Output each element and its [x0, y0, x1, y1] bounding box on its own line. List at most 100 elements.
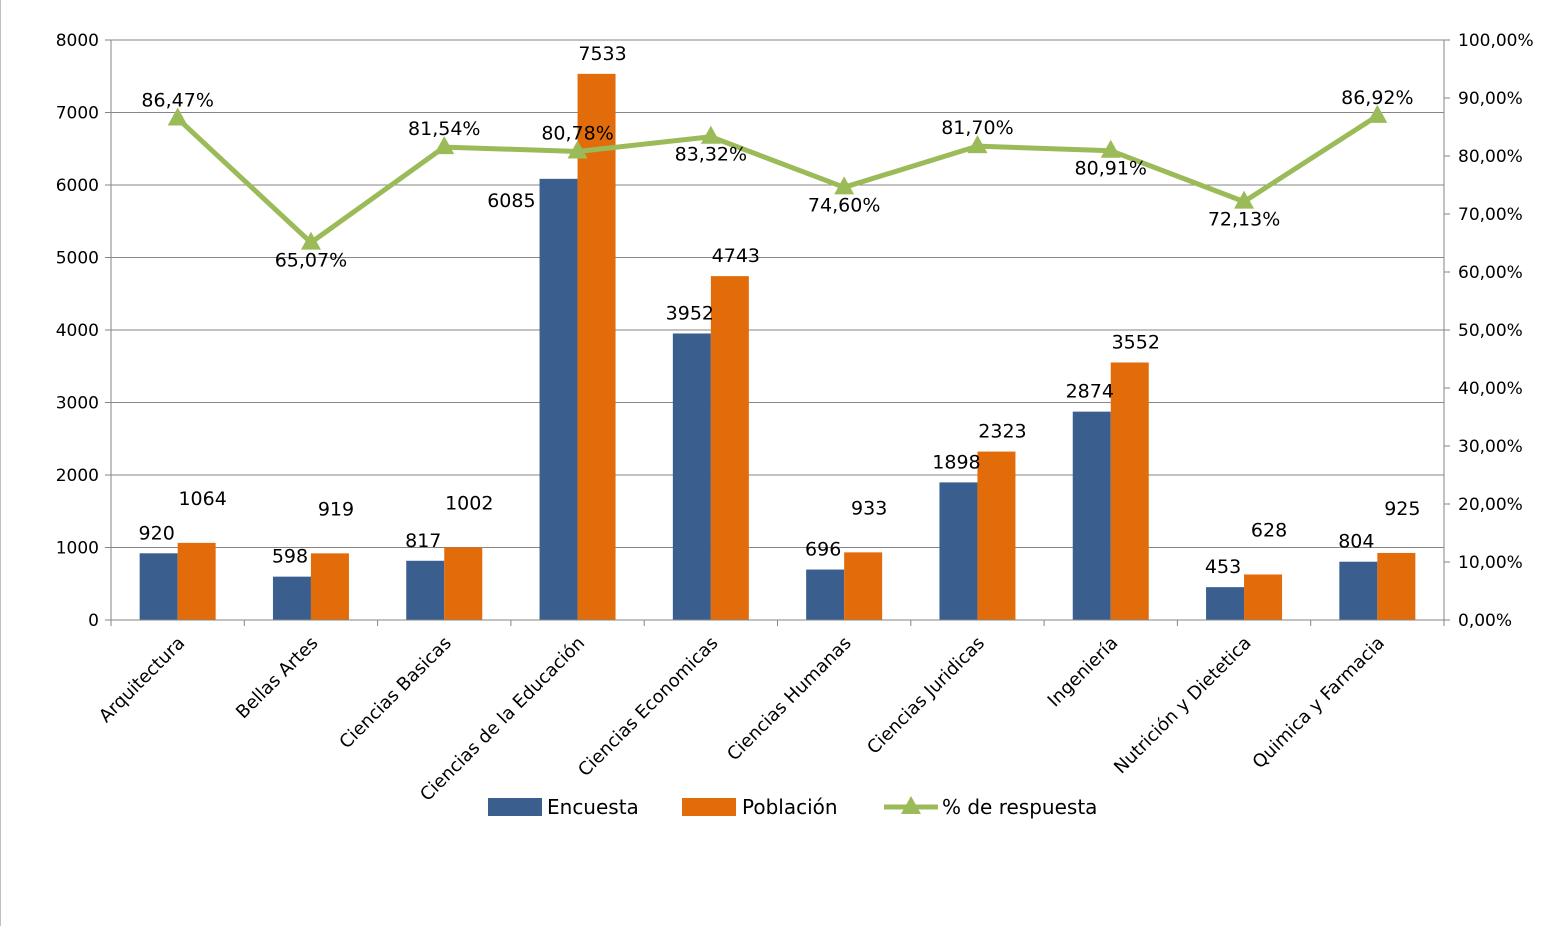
right-axis-tick-label: 70,00%	[1458, 205, 1523, 225]
bar-encuesta	[806, 569, 845, 620]
data-label-respuesta: 65,07%	[275, 250, 347, 272]
data-label-respuesta: 81,54%	[408, 118, 480, 140]
data-label-encuesta: 804	[1338, 531, 1374, 553]
legend-swatch-encuesta	[488, 798, 542, 816]
bar-poblacion	[444, 547, 483, 620]
left-axis-tick-label: 7000	[56, 104, 99, 124]
bar-poblacion	[977, 451, 1016, 620]
category-label: Bellas Artes	[232, 633, 322, 723]
bar-encuesta	[1206, 587, 1245, 620]
right-axis-tick-label: 90,00%	[1458, 89, 1523, 109]
axes: 0 1000 2000 3000 4000 5000 6000 7000 8000 0,00% 10…	[56, 31, 1534, 806]
data-label-encuesta: 817	[405, 530, 441, 552]
marker-respuesta	[567, 140, 588, 159]
marker-respuesta	[1234, 190, 1255, 209]
legend-label-encuesta: Encuesta	[547, 795, 639, 819]
bar-encuesta	[1072, 411, 1111, 620]
bar-poblacion	[177, 542, 216, 620]
marker-respuesta	[967, 135, 988, 154]
legend-swatch-poblacion	[682, 798, 736, 816]
data-label-respuesta: 86,92%	[1341, 87, 1413, 109]
legend-marker-respuesta	[901, 796, 921, 814]
marker-respuesta	[834, 176, 855, 195]
category-label: Ciencias Economicas	[574, 633, 722, 781]
data-label-encuesta: 453	[1205, 556, 1241, 578]
marker-respuesta	[300, 231, 321, 250]
left-axis-tick-label: 3000	[56, 394, 99, 414]
category-label: Ingeniería	[1044, 633, 1123, 712]
right-axis-tick-label: 0,00%	[1458, 611, 1512, 631]
left-axis-tick-label: 2000	[56, 466, 99, 486]
bar-poblacion	[1244, 574, 1283, 620]
data-label-respuesta: 80,91%	[1075, 158, 1147, 180]
data-label-respuesta: 81,70%	[941, 117, 1013, 139]
category-label: Nutrición y Dietetica	[1110, 633, 1256, 779]
data-label-poblacion: 919	[318, 498, 354, 520]
data-label-encuesta: 696	[805, 539, 841, 561]
category-label: Arquitectura	[95, 633, 189, 727]
legend: Encuesta Población % de respuesta	[488, 795, 1097, 819]
marker-respuesta	[167, 107, 188, 126]
left-axis-tick-label: 5000	[56, 249, 99, 269]
right-axis-tick-label: 60,00%	[1458, 263, 1523, 283]
bar-poblacion	[1377, 552, 1416, 620]
line-respuesta	[175, 113, 1379, 246]
bar-poblacion	[310, 553, 349, 620]
data-label-poblacion: 1064	[178, 488, 226, 510]
bar-encuesta	[406, 560, 445, 620]
data-label-poblacion: 2323	[978, 421, 1026, 443]
data-label-encuesta: 598	[272, 546, 308, 568]
bar-poblacion	[577, 73, 616, 621]
data-label-poblacion: 925	[1384, 498, 1420, 520]
right-axis-tick-label: 80,00%	[1458, 147, 1523, 167]
gridlines	[111, 39, 1444, 548]
bar-encuesta	[939, 482, 978, 620]
data-label-respuesta: 86,47%	[141, 89, 213, 111]
category-label: Ciencias Juridicas	[863, 633, 989, 759]
left-axis-tick-label: 1000	[56, 539, 99, 559]
right-axis-tick-label: 30,00%	[1458, 437, 1523, 457]
data-label-poblacion: 628	[1251, 519, 1287, 541]
legend-label-poblacion: Población	[742, 795, 838, 819]
data-label-encuesta: 3952	[666, 302, 714, 324]
left-axis-tick-label: 4000	[56, 321, 99, 341]
right-axis-tick-label: 20,00%	[1458, 495, 1523, 515]
bar-poblacion	[1110, 362, 1149, 620]
marker-respuesta	[434, 136, 455, 155]
marker-respuesta	[700, 125, 721, 144]
left-axis-tick-label: 0	[88, 611, 99, 631]
data-label-encuesta: 920	[139, 522, 175, 544]
legend-label-respuesta: % de respuesta	[942, 795, 1097, 819]
bar-encuesta	[139, 553, 178, 620]
line-series	[167, 104, 1388, 250]
data-label-respuesta: 72,13%	[1208, 209, 1280, 231]
data-label-respuesta: 83,32%	[675, 144, 747, 166]
marker-respuesta	[1367, 104, 1388, 123]
bar-poblacion	[710, 276, 749, 620]
right-axis-tick-label: 100,00%	[1458, 31, 1534, 51]
data-label-respuesta: 80,78%	[541, 122, 613, 144]
category-label: Quimica y Farmacia	[1249, 633, 1389, 773]
data-label-encuesta: 6085	[487, 190, 535, 212]
right-axis-tick-label: 50,00%	[1458, 321, 1523, 341]
data-label-poblacion: 3552	[1112, 331, 1160, 353]
bar-encuesta	[1339, 561, 1378, 620]
category-label: Ciencias Basicas	[335, 633, 455, 753]
bar-poblacion	[844, 552, 883, 620]
bar-series	[139, 73, 1416, 621]
data-label-encuesta: 2874	[1066, 381, 1114, 403]
bar-encuesta	[539, 178, 578, 620]
right-axis-tick-label: 10,00%	[1458, 553, 1523, 573]
bar-encuesta	[672, 333, 711, 620]
left-axis-tick-label: 6000	[56, 176, 99, 196]
data-label-poblacion: 933	[851, 497, 887, 519]
marker-respuesta	[1100, 139, 1121, 158]
right-axis-tick-label: 40,00%	[1458, 379, 1523, 399]
category-label: Ciencias Humanas	[723, 633, 856, 766]
data-label-poblacion: 7533	[578, 43, 626, 65]
left-axis-tick-label: 8000	[56, 31, 99, 51]
data-label-encuesta: 1898	[932, 451, 980, 473]
